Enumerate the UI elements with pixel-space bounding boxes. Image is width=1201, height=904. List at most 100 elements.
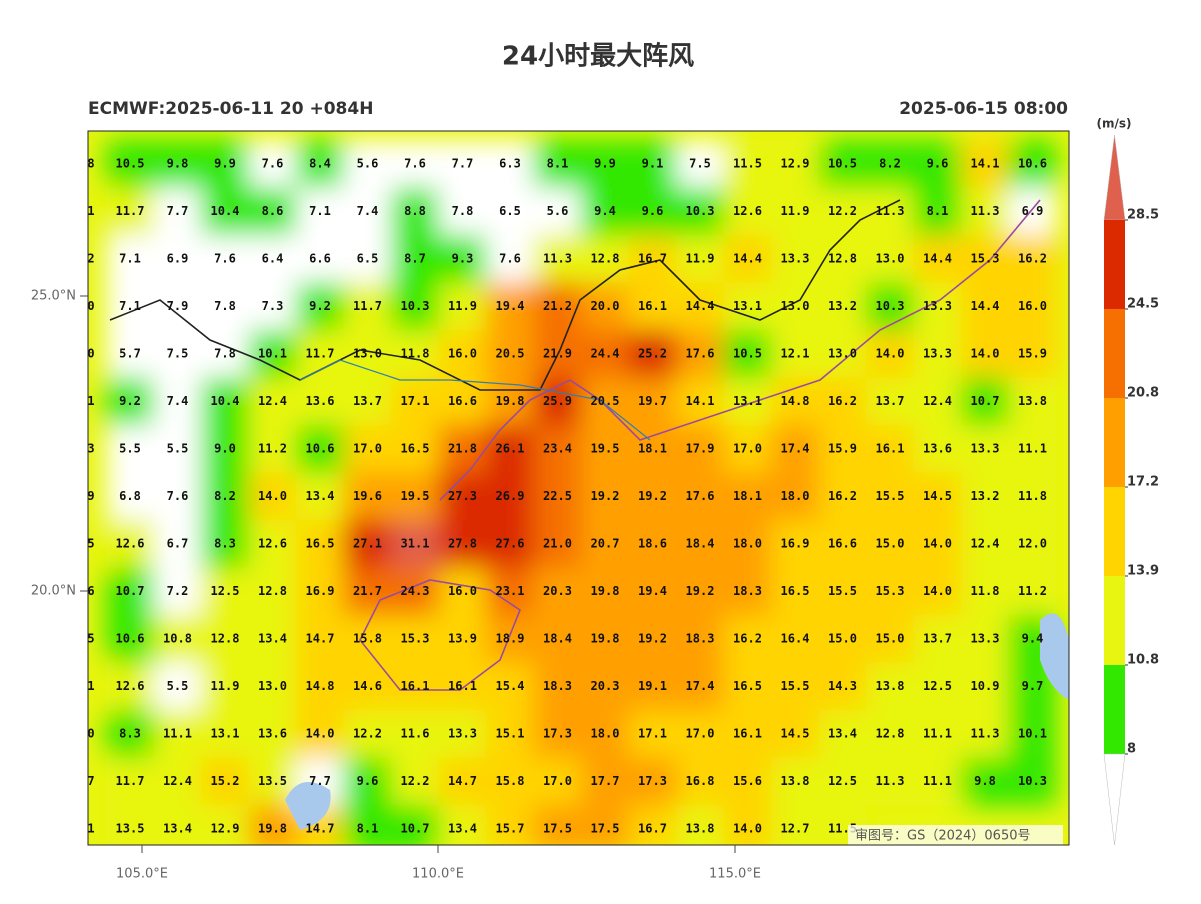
gust-cell: [391, 472, 439, 521]
gust-cell: [248, 520, 297, 568]
gust-cell: [486, 805, 534, 845]
gust-value: 16.9: [781, 537, 810, 551]
gust-value: 5.7: [119, 347, 141, 361]
gust-value: 15.3: [401, 632, 430, 646]
gust-value: 15.5: [781, 679, 810, 693]
gust-value: 19.5: [591, 442, 620, 456]
gust-value: 9.8: [167, 157, 189, 171]
gust-cell: [818, 140, 867, 188]
colorbar-over: [1103, 134, 1126, 221]
gust-cell: [581, 757, 629, 806]
gust-cell: [866, 710, 914, 758]
gust-cell: [533, 615, 582, 663]
gust-value: 18.4: [543, 632, 572, 646]
gust-value: 12.4: [258, 394, 287, 408]
gust-cell: [913, 472, 962, 521]
gust-value-edge: 1: [87, 394, 94, 408]
gust-value: 11.8: [971, 584, 1000, 598]
gust-cell: [818, 710, 867, 758]
gust-value: 16.1: [733, 727, 762, 741]
colorbar-label: 10.8: [1127, 653, 1159, 668]
gust-cell: [248, 805, 297, 845]
gust-cell: [533, 282, 582, 331]
gust-value: 8.1: [357, 822, 379, 836]
gust-value: 9.0: [214, 442, 236, 456]
gust-value: 14.7: [306, 822, 335, 836]
gust-cell: [628, 140, 677, 188]
value-grid: 10.5 9.8 9.9 7.6 8.4 5.6 7.6 7.7 6.3 8.1 9.9 9.1 7.5…: [87, 157, 1047, 836]
gust-cell: [201, 567, 249, 616]
gust-cell: [153, 805, 202, 845]
gust-value: 13.9: [448, 632, 477, 646]
gust-cell: [438, 662, 487, 711]
gust-cell: [106, 615, 154, 663]
gust-cell: [628, 805, 677, 845]
gust-cell: [676, 187, 724, 236]
gust-value: 17.1: [401, 394, 430, 408]
gust-cell: [961, 757, 1009, 806]
gust-value: 19.2: [686, 584, 715, 598]
gust-value: 18.4: [686, 537, 715, 551]
map-frame: [87, 130, 1070, 846]
gust-cell: [913, 425, 962, 473]
gust-value: 13.1: [211, 727, 240, 741]
gust-cell: [581, 425, 629, 473]
gust-cell: [961, 567, 1009, 616]
gust-cell: [771, 805, 819, 845]
gust-value: 18.1: [638, 442, 667, 456]
gust-cell: [771, 235, 819, 283]
gust-value: 13.5: [116, 822, 145, 836]
gust-value: 14.0: [876, 347, 905, 361]
gust-value-edge: 5: [87, 537, 94, 551]
gust-cell: [628, 425, 677, 473]
gust-value: 11.3: [876, 774, 905, 788]
gust-value: 14.0: [923, 537, 952, 551]
gust-cell: [533, 140, 582, 188]
gust-cell: [628, 282, 677, 331]
gust-value: 13.7: [923, 632, 952, 646]
gust-value: 14.6: [353, 679, 382, 693]
gust-cell: [866, 567, 914, 616]
gust-value: 10.5: [116, 157, 145, 171]
gust-cell: [343, 805, 392, 845]
gust-cell: [248, 140, 297, 188]
gust-value: 23.1: [496, 584, 525, 598]
gust-value: 15.9: [1018, 347, 1047, 361]
gust-value: 16.0: [448, 347, 477, 361]
gust-cell: [106, 805, 154, 845]
gust-value: 12.4: [923, 394, 952, 408]
gust-cell: [581, 662, 629, 711]
gust-cell: [533, 425, 582, 473]
gust-cell: [771, 330, 819, 378]
gust-cell: [391, 282, 439, 331]
gust-cell: [343, 140, 392, 188]
gust-value: 13.3: [448, 727, 477, 741]
gust-value: 7.4: [357, 204, 379, 218]
gust-value: 9.6: [357, 774, 379, 788]
gust-value: 6.9: [1022, 204, 1044, 218]
gust-cell: [676, 330, 724, 378]
gust-cell: [153, 377, 202, 426]
gust-cell: [961, 425, 1009, 473]
gust-cell: [248, 662, 297, 711]
gust-value: 27.3: [448, 489, 477, 503]
gust-value: 26.1: [496, 442, 525, 456]
gust-cell: [486, 140, 534, 188]
gust-cell: [866, 330, 914, 378]
gust-value: 17.4: [686, 679, 715, 693]
gust-cell: [343, 757, 392, 806]
gust-value: 7.6: [404, 157, 426, 171]
gust-cell: [343, 377, 392, 426]
gust-value: 16.1: [448, 679, 477, 693]
gust-value: 24.4: [591, 347, 620, 361]
gust-value: 18.3: [543, 679, 572, 693]
gust-value: 20.0: [591, 299, 620, 313]
gust-value: 6.7: [167, 537, 189, 551]
gust-value: 19.1: [638, 679, 667, 693]
gust-value: 17.3: [638, 774, 667, 788]
gust-cell: [391, 520, 439, 568]
gust-value: 21.9: [543, 347, 572, 361]
gust-cell: [866, 140, 914, 188]
gust-value: 16.2: [828, 394, 857, 408]
gust-value: 9.1: [642, 157, 664, 171]
